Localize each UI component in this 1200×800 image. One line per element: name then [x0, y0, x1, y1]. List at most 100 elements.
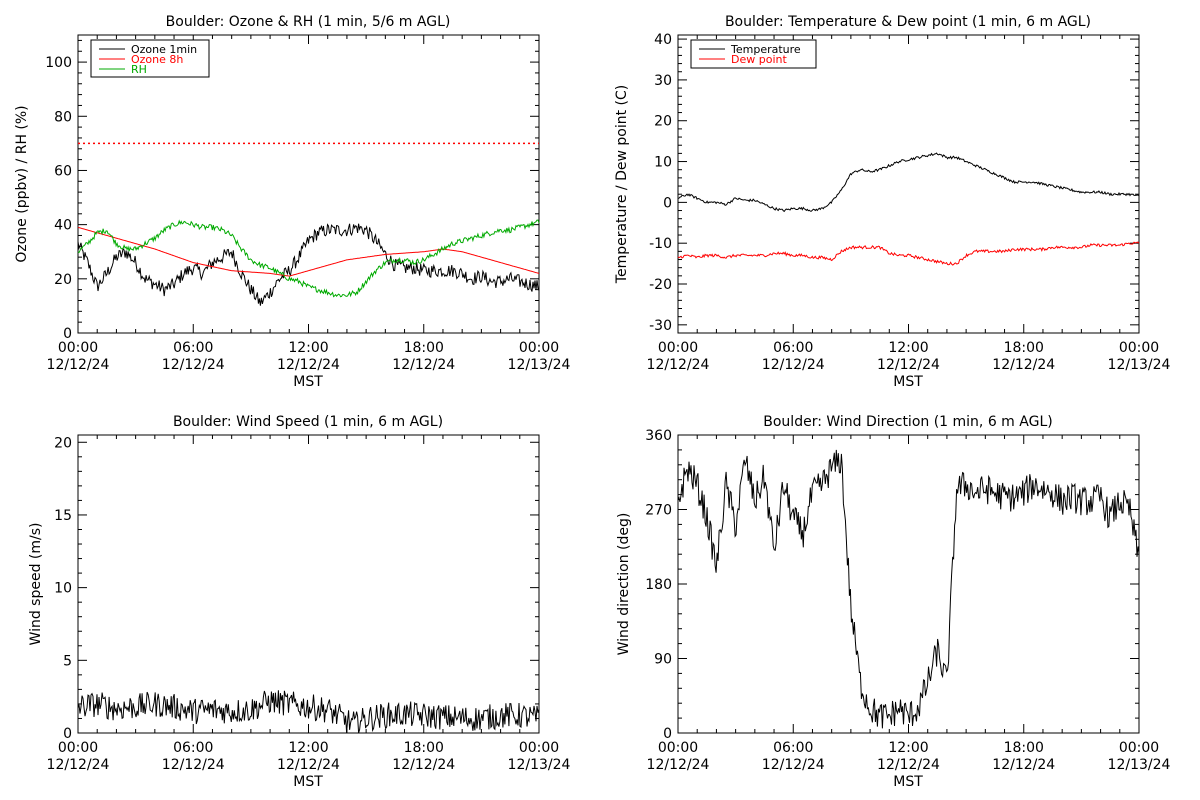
- x-axis-label: MST: [293, 374, 323, 390]
- series-lines: [77, 142, 540, 306]
- temperature-dewpoint-panel: Boulder: Temperature & Dew point (1 min,…: [614, 14, 1171, 390]
- x-tick-time-label: 00:00: [658, 340, 698, 356]
- x-tick-time-label: 18:00: [1004, 740, 1044, 756]
- series-line: [677, 449, 1140, 729]
- x-tick-time-label: 12:00: [888, 340, 928, 356]
- chart-title: Boulder: Wind Direction (1 min, 6 m AGL): [763, 414, 1052, 430]
- y-tick-label: 10: [54, 581, 72, 597]
- wind-speed-panel: Boulder: Wind Speed (1 min, 6 m AGL) 0 5 1…: [28, 414, 571, 790]
- y-tick-label: 20: [654, 114, 672, 130]
- y-tick-label: 100: [45, 55, 72, 71]
- y-tick-label: 0: [663, 195, 672, 211]
- x-axis-ticks: 00:0012/12/2406:0012/12/2412:0012/12/241…: [47, 35, 571, 373]
- x-tick-date-label: 12/12/24: [162, 357, 225, 373]
- series-line-rh: [77, 219, 540, 298]
- series-lines: [677, 449, 1140, 729]
- y-axis-ticks: 0 5 10 15 20: [54, 435, 539, 742]
- legend-entry: RH: [131, 63, 147, 76]
- y-tick-label: 10: [654, 155, 672, 171]
- y-tick-label: -30: [649, 318, 672, 334]
- x-tick-date-label: 12/12/24: [877, 357, 940, 373]
- series-line-temperature: [677, 152, 1140, 213]
- series-lines: [677, 152, 1140, 266]
- x-tick-time-label: 00:00: [58, 740, 98, 756]
- x-axis-ticks: 00:0012/12/2406:0012/12/2412:0012/12/241…: [647, 35, 1171, 373]
- x-tick-time-label: 00:00: [519, 340, 559, 356]
- chart-title: Boulder: Ozone & RH (1 min, 5/6 m AGL): [166, 14, 451, 30]
- x-tick-time-label: 06:00: [173, 340, 213, 356]
- y-tick-label: 180: [645, 577, 672, 593]
- x-tick-date-label: 12/13/24: [508, 757, 571, 773]
- y-tick-label: 5: [63, 653, 72, 669]
- x-axis-label: MST: [893, 774, 923, 790]
- x-tick-date-label: 12/12/24: [647, 357, 710, 373]
- y-tick-label: 30: [654, 73, 672, 89]
- x-tick-time-label: 12:00: [288, 340, 328, 356]
- y-tick-label: 0: [63, 726, 72, 742]
- y-tick-label: 40: [54, 218, 72, 234]
- x-tick-date-label: 12/12/24: [47, 357, 110, 373]
- series-line-ozone-1min: [77, 223, 540, 306]
- y-tick-label: 0: [63, 326, 72, 342]
- y-axis-label: Wind speed (m/s): [28, 523, 44, 646]
- x-tick-time-label: 00:00: [1119, 740, 1159, 756]
- x-tick-time-label: 00:00: [519, 740, 559, 756]
- x-axis-label: MST: [893, 374, 923, 390]
- y-tick-label: 0: [663, 726, 672, 742]
- legend-box: [690, 39, 817, 69]
- y-tick-label: -20: [649, 277, 672, 293]
- x-tick-date-label: 12/13/24: [508, 357, 571, 373]
- series-line: [77, 690, 540, 734]
- y-tick-label: 60: [54, 163, 72, 179]
- x-axis-ticks: 00:0012/12/2406:0012/12/2412:0012/12/241…: [647, 435, 1171, 773]
- y-tick-label: 20: [54, 272, 72, 288]
- chart-title: Boulder: Wind Speed (1 min, 6 m AGL): [173, 414, 443, 430]
- y-axis-ticks: -30 -20 -10 0 10 20 30 40: [649, 32, 1139, 334]
- y-tick-label: -10: [649, 236, 672, 252]
- x-tick-time-label: 00:00: [658, 740, 698, 756]
- series-lines: [77, 690, 540, 734]
- y-tick-label: 20: [54, 435, 72, 451]
- legend-entry: Temperature: [730, 43, 801, 56]
- legend-entry: Ozone 8h: [131, 53, 183, 66]
- x-tick-time-label: 18:00: [404, 340, 444, 356]
- x-tick-date-label: 12/13/24: [1108, 757, 1171, 773]
- chart-title: Boulder: Temperature & Dew point (1 min,…: [725, 14, 1091, 30]
- x-tick-date-label: 12/12/24: [762, 757, 825, 773]
- legend-entry: Dew point: [731, 53, 787, 66]
- x-tick-time-label: 06:00: [773, 340, 813, 356]
- wind-direction-panel: Boulder: Wind Direction (1 min, 6 m AGL)…: [616, 414, 1171, 790]
- y-axis-ticks: 0 90 180 270 360: [645, 428, 1139, 742]
- x-tick-time-label: 06:00: [173, 740, 213, 756]
- x-tick-time-label: 00:00: [58, 340, 98, 356]
- x-tick-date-label: 12/13/24: [1108, 357, 1171, 373]
- x-tick-date-label: 12/12/24: [992, 357, 1055, 373]
- y-tick-label: 80: [54, 109, 72, 125]
- series-line-ozone-8h: [77, 226, 540, 277]
- ozone-rh-panel: Boulder: Ozone & RH (1 min, 5/6 m AGL) 0…: [14, 14, 571, 390]
- x-tick-time-label: 12:00: [888, 740, 928, 756]
- x-axis-ticks: 00:0012/12/2406:0012/12/2412:0012/12/241…: [47, 435, 571, 773]
- x-tick-date-label: 12/12/24: [877, 757, 940, 773]
- x-tick-date-label: 12/12/24: [992, 757, 1055, 773]
- x-tick-time-label: 12:00: [288, 740, 328, 756]
- x-tick-time-label: 00:00: [1119, 340, 1159, 356]
- x-tick-date-label: 12/12/24: [277, 357, 340, 373]
- y-axis-label: Temperature / Dew point (C): [614, 85, 630, 284]
- x-tick-date-label: 12/12/24: [647, 757, 710, 773]
- y-axis-label: Wind direction (deg): [616, 513, 632, 656]
- y-tick-label: 90: [654, 652, 672, 668]
- x-tick-date-label: 12/12/24: [277, 757, 340, 773]
- x-tick-date-label: 12/12/24: [392, 757, 455, 773]
- x-tick-time-label: 18:00: [1004, 340, 1044, 356]
- y-axis-label: Ozone (ppbv) / RH (%): [14, 105, 30, 262]
- x-tick-time-label: 18:00: [404, 740, 444, 756]
- x-tick-time-label: 06:00: [773, 740, 813, 756]
- x-axis-label: MST: [293, 774, 323, 790]
- y-tick-label: 270: [645, 503, 672, 519]
- x-tick-date-label: 12/12/24: [762, 357, 825, 373]
